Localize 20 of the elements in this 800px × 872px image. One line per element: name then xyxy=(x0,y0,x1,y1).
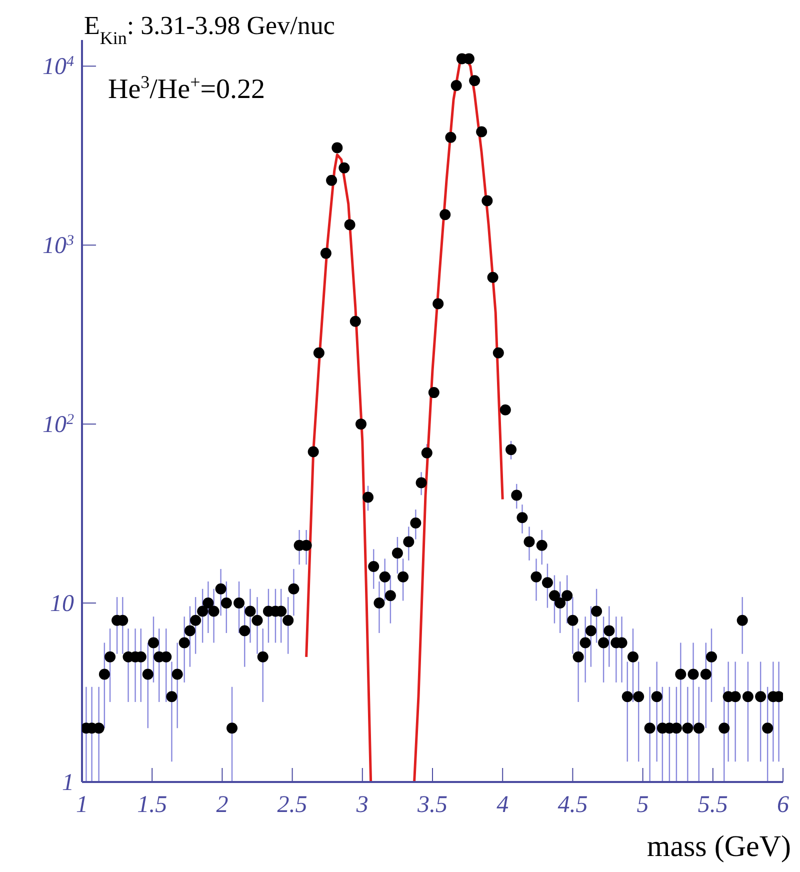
chart-title: E$_{Kin}$: 3.31-3.98 Gev/nuc xyxy=(84,11,335,48)
x-tick-label: 5 xyxy=(636,792,649,818)
x-axis-title: mass (GeV) xyxy=(646,830,791,863)
line-series xyxy=(413,54,504,782)
y-tick-label: 10$^{4}$ xyxy=(42,54,74,80)
x-tick-label: 4 xyxy=(496,792,509,818)
y-tick-label: 10$^{3}$ xyxy=(42,233,74,260)
x-tick-label: 3 xyxy=(355,792,368,818)
x-tick-label: 2 xyxy=(216,792,228,818)
y-tick-label: 10 xyxy=(50,591,74,618)
y-tick-label: 1 xyxy=(62,770,74,796)
x-tick-label: 1.5 xyxy=(137,792,168,818)
line-series xyxy=(305,153,372,782)
x-tick-label: 3.5 xyxy=(416,792,448,818)
x-tick-label: 6 xyxy=(777,792,789,818)
x-tick-label: 2.5 xyxy=(277,792,308,818)
annotation: He$^{3}$/He$^{+}$=0.22 xyxy=(108,72,266,105)
x-tick-label: 5.5 xyxy=(698,792,728,818)
y-tick-label: 10$^{2}$ xyxy=(42,412,74,438)
x-tick-label: 4.5 xyxy=(558,792,588,818)
